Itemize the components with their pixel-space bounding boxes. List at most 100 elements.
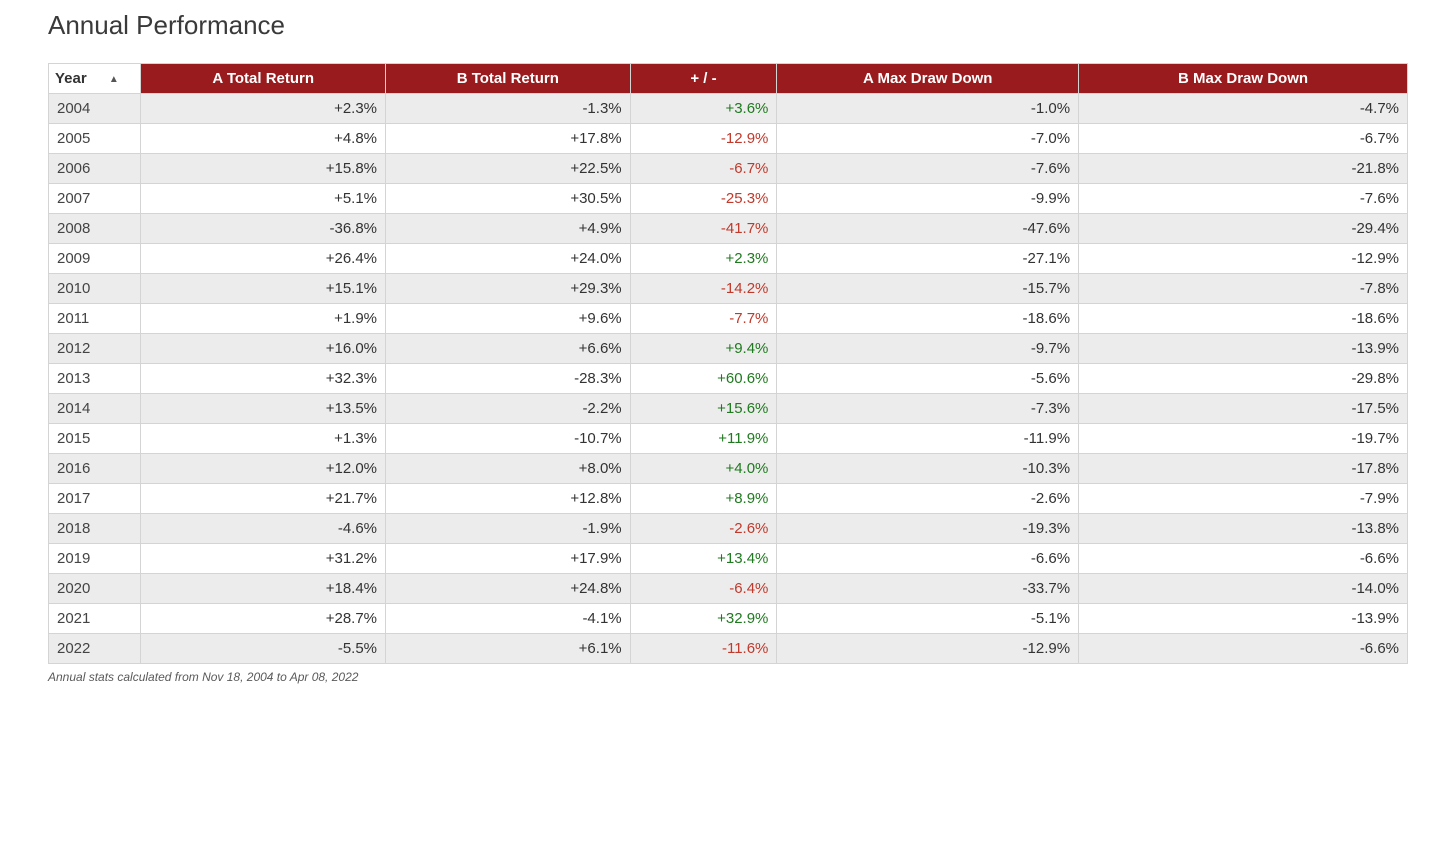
- cell-a_mdd: -47.6%: [777, 214, 1079, 244]
- cell-year: 2005: [49, 124, 141, 154]
- annual-performance-table: Year ▲ A Total Return B Total Return + /…: [48, 63, 1408, 664]
- cell-diff: -6.7%: [630, 154, 777, 184]
- cell-year: 2017: [49, 484, 141, 514]
- cell-year: 2018: [49, 514, 141, 544]
- cell-diff: +60.6%: [630, 364, 777, 394]
- cell-diff: +11.9%: [630, 424, 777, 454]
- cell-a_mdd: -1.0%: [777, 94, 1079, 124]
- cell-a_mdd: -11.9%: [777, 424, 1079, 454]
- cell-diff: -25.3%: [630, 184, 777, 214]
- table-row: 2017+21.7%+12.8%+8.9%-2.6%-7.9%: [49, 484, 1408, 514]
- cell-b_mdd: -6.6%: [1079, 634, 1408, 664]
- table-row: 2022-5.5%+6.1%-11.6%-12.9%-6.6%: [49, 634, 1408, 664]
- cell-b_mdd: -17.5%: [1079, 394, 1408, 424]
- cell-year: 2013: [49, 364, 141, 394]
- col-header-b-total-return[interactable]: B Total Return: [386, 64, 631, 94]
- cell-a_ret: +2.3%: [141, 94, 386, 124]
- cell-a_ret: +28.7%: [141, 604, 386, 634]
- table-row: 2018-4.6%-1.9%-2.6%-19.3%-13.8%: [49, 514, 1408, 544]
- page-title: Annual Performance: [48, 10, 1408, 41]
- cell-a_mdd: -7.3%: [777, 394, 1079, 424]
- cell-a_mdd: -6.6%: [777, 544, 1079, 574]
- cell-b_ret: -1.3%: [386, 94, 631, 124]
- cell-a_mdd: -19.3%: [777, 514, 1079, 544]
- col-header-b-max-drawdown[interactable]: B Max Draw Down: [1079, 64, 1408, 94]
- cell-a_ret: +5.1%: [141, 184, 386, 214]
- cell-a_mdd: -9.9%: [777, 184, 1079, 214]
- cell-a_ret: +15.8%: [141, 154, 386, 184]
- cell-diff: +9.4%: [630, 334, 777, 364]
- cell-year: 2016: [49, 454, 141, 484]
- cell-b_mdd: -14.0%: [1079, 574, 1408, 604]
- cell-a_mdd: -7.0%: [777, 124, 1079, 154]
- cell-b_ret: -28.3%: [386, 364, 631, 394]
- cell-year: 2007: [49, 184, 141, 214]
- table-row: 2012+16.0%+6.6%+9.4%-9.7%-13.9%: [49, 334, 1408, 364]
- cell-a_ret: +21.7%: [141, 484, 386, 514]
- cell-year: 2011: [49, 304, 141, 334]
- cell-b_ret: -2.2%: [386, 394, 631, 424]
- cell-b_ret: +6.6%: [386, 334, 631, 364]
- cell-year: 2009: [49, 244, 141, 274]
- cell-a_mdd: -33.7%: [777, 574, 1079, 604]
- cell-a_ret: +18.4%: [141, 574, 386, 604]
- table-row: 2007+5.1%+30.5%-25.3%-9.9%-7.6%: [49, 184, 1408, 214]
- cell-year: 2015: [49, 424, 141, 454]
- cell-a_ret: +12.0%: [141, 454, 386, 484]
- table-row: 2015+1.3%-10.7%+11.9%-11.9%-19.7%: [49, 424, 1408, 454]
- cell-year: 2008: [49, 214, 141, 244]
- col-header-diff[interactable]: + / -: [630, 64, 777, 94]
- cell-a_mdd: -5.1%: [777, 604, 1079, 634]
- cell-diff: +8.9%: [630, 484, 777, 514]
- cell-a_ret: +32.3%: [141, 364, 386, 394]
- cell-year: 2004: [49, 94, 141, 124]
- cell-b_ret: +8.0%: [386, 454, 631, 484]
- cell-year: 2012: [49, 334, 141, 364]
- col-header-year[interactable]: Year ▲: [49, 64, 141, 94]
- cell-b_ret: -4.1%: [386, 604, 631, 634]
- cell-b_mdd: -6.6%: [1079, 544, 1408, 574]
- cell-b_ret: +4.9%: [386, 214, 631, 244]
- cell-b_ret: +22.5%: [386, 154, 631, 184]
- cell-b_mdd: -13.9%: [1079, 334, 1408, 364]
- cell-a_ret: +13.5%: [141, 394, 386, 424]
- cell-b_mdd: -29.4%: [1079, 214, 1408, 244]
- cell-a_ret: +4.8%: [141, 124, 386, 154]
- cell-b_mdd: -18.6%: [1079, 304, 1408, 334]
- cell-diff: -41.7%: [630, 214, 777, 244]
- table-row: 2014+13.5%-2.2%+15.6%-7.3%-17.5%: [49, 394, 1408, 424]
- cell-a_mdd: -27.1%: [777, 244, 1079, 274]
- table-row: 2013+32.3%-28.3%+60.6%-5.6%-29.8%: [49, 364, 1408, 394]
- cell-b_ret: +9.6%: [386, 304, 631, 334]
- cell-b_mdd: -21.8%: [1079, 154, 1408, 184]
- sort-asc-icon: ▲: [109, 74, 119, 85]
- cell-a_mdd: -10.3%: [777, 454, 1079, 484]
- table-header-row: Year ▲ A Total Return B Total Return + /…: [49, 64, 1408, 94]
- cell-year: 2020: [49, 574, 141, 604]
- table-row: 2021+28.7%-4.1%+32.9%-5.1%-13.9%: [49, 604, 1408, 634]
- cell-diff: -11.6%: [630, 634, 777, 664]
- cell-a_mdd: -7.6%: [777, 154, 1079, 184]
- table-row: 2005+4.8%+17.8%-12.9%-7.0%-6.7%: [49, 124, 1408, 154]
- cell-diff: -2.6%: [630, 514, 777, 544]
- cell-diff: -7.7%: [630, 304, 777, 334]
- table-row: 2009+26.4%+24.0%+2.3%-27.1%-12.9%: [49, 244, 1408, 274]
- cell-a_ret: +1.9%: [141, 304, 386, 334]
- col-header-a-total-return[interactable]: A Total Return: [141, 64, 386, 94]
- cell-diff: +3.6%: [630, 94, 777, 124]
- table-row: 2010+15.1%+29.3%-14.2%-15.7%-7.8%: [49, 274, 1408, 304]
- cell-a_ret: +16.0%: [141, 334, 386, 364]
- cell-b_mdd: -12.9%: [1079, 244, 1408, 274]
- cell-b_mdd: -7.9%: [1079, 484, 1408, 514]
- cell-a_mdd: -15.7%: [777, 274, 1079, 304]
- cell-b_mdd: -7.6%: [1079, 184, 1408, 214]
- table-row: 2006+15.8%+22.5%-6.7%-7.6%-21.8%: [49, 154, 1408, 184]
- cell-a_mdd: -5.6%: [777, 364, 1079, 394]
- cell-diff: +13.4%: [630, 544, 777, 574]
- cell-a_ret: -5.5%: [141, 634, 386, 664]
- table-row: 2016+12.0%+8.0%+4.0%-10.3%-17.8%: [49, 454, 1408, 484]
- cell-year: 2019: [49, 544, 141, 574]
- cell-b_mdd: -6.7%: [1079, 124, 1408, 154]
- cell-b_mdd: -29.8%: [1079, 364, 1408, 394]
- col-header-a-max-drawdown[interactable]: A Max Draw Down: [777, 64, 1079, 94]
